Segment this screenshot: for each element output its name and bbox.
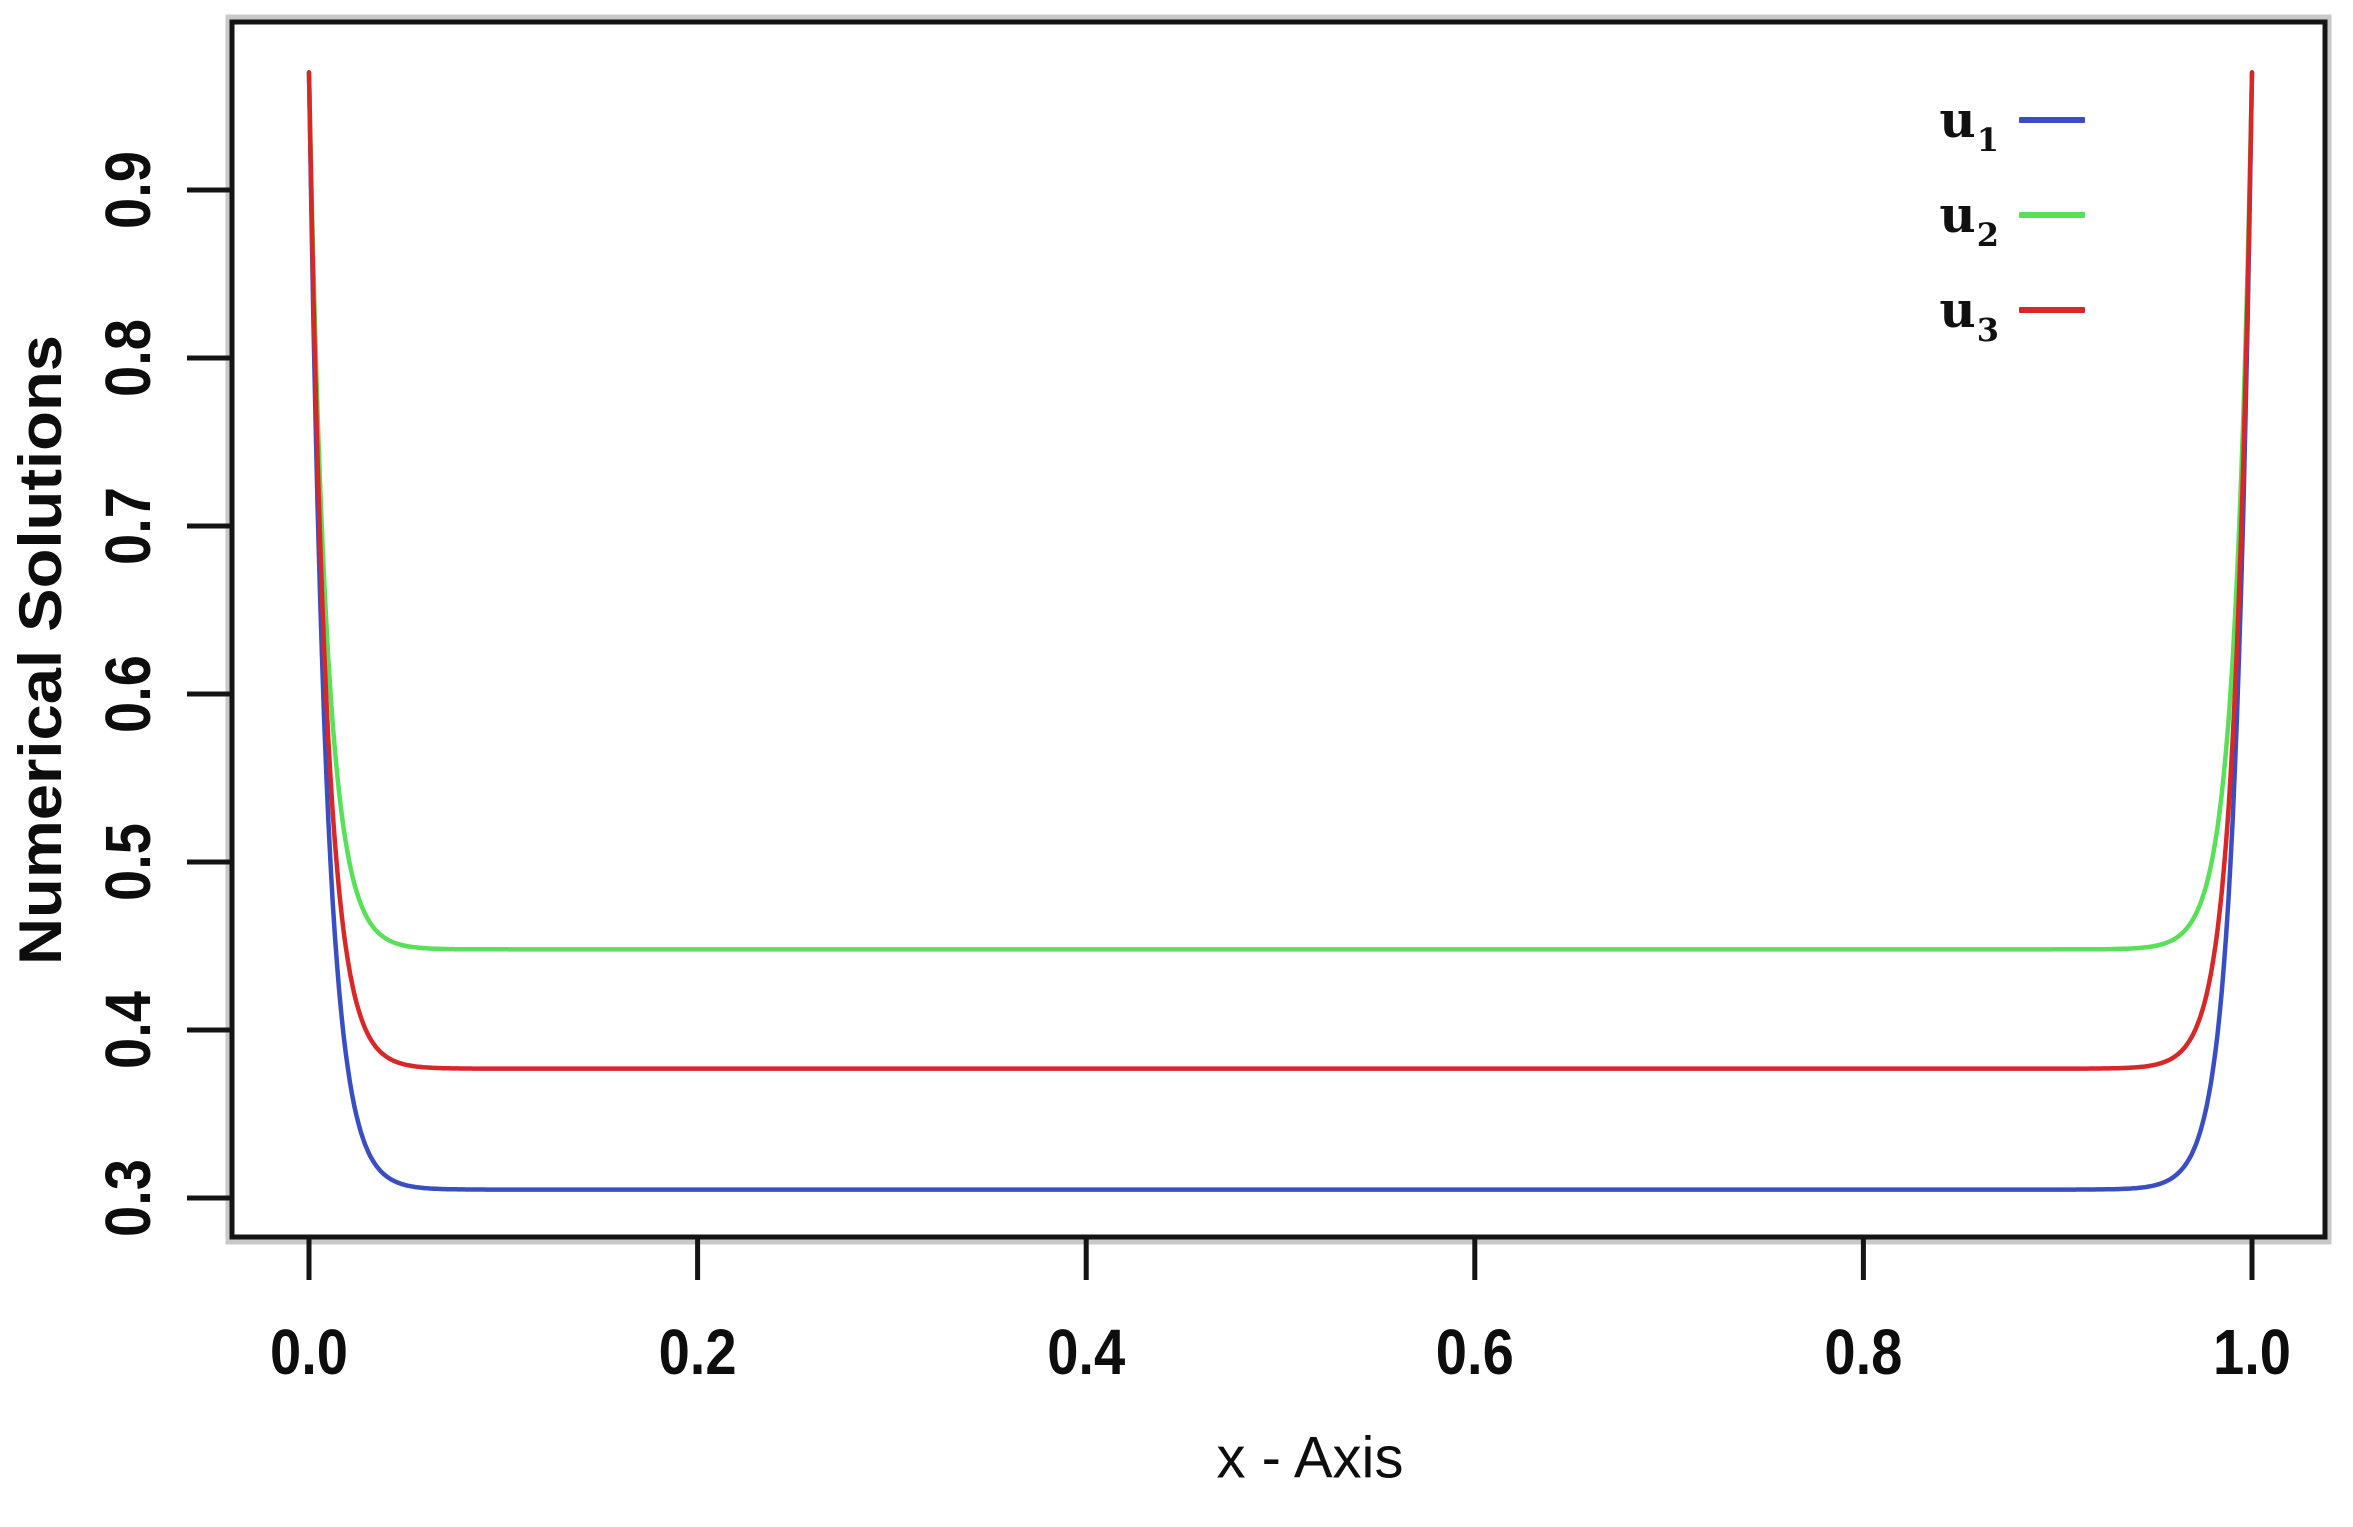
y-tick-label: 0.3	[92, 1159, 164, 1237]
series-curve-u1	[306, 70, 2255, 1192]
plot-frame-shadow	[225, 14, 2332, 1245]
legend-line-u2	[2019, 212, 2085, 218]
legend: u1 u2 u3	[1939, 88, 2085, 373]
legend-label-u1: u1	[1939, 90, 1999, 159]
legend-item-u1: u1	[1939, 88, 2085, 159]
x-tick-label: 0.2	[659, 1316, 737, 1388]
legend-line-u3	[2019, 307, 2085, 313]
x-axis-ticks: 0.0 0.2 0.4 0.6 0.8 1.0	[270, 1237, 2291, 1388]
x-tick-label: 1.0	[2213, 1316, 2291, 1388]
y-axis-ticks: 0.3 0.4 0.5 0.6 0.7 0.8 0.9	[92, 151, 232, 1237]
y-axis-title: Numerical Solutions	[7, 335, 74, 965]
legend-label-u2: u2	[1939, 185, 1999, 254]
y-tick-label: 0.7	[92, 487, 164, 565]
x-axis-title: x - Axis	[1217, 1425, 1404, 1490]
legend-label-u3: u3	[1939, 280, 1999, 349]
y-tick-label: 0.8	[92, 319, 164, 397]
series-curve-u2	[306, 70, 2255, 952]
y-tick-label: 0.6	[92, 655, 164, 733]
x-tick-label: 0.6	[1436, 1316, 1514, 1388]
y-tick-label: 0.4	[92, 991, 164, 1069]
x-tick-label: 0.0	[270, 1316, 348, 1388]
series-curve-u3	[306, 70, 2255, 1071]
plot-frame	[229, 19, 2328, 1240]
y-tick-label: 0.5	[92, 823, 164, 901]
legend-item-u3: u3	[1939, 278, 2085, 349]
x-tick-label: 0.4	[1047, 1316, 1125, 1388]
series-curves	[306, 70, 2255, 1192]
legend-line-u1	[2019, 117, 2085, 123]
legend-item-u2: u2	[1939, 183, 2085, 254]
x-tick-label: 0.8	[1824, 1316, 1902, 1388]
y-tick-label: 0.9	[92, 151, 164, 229]
